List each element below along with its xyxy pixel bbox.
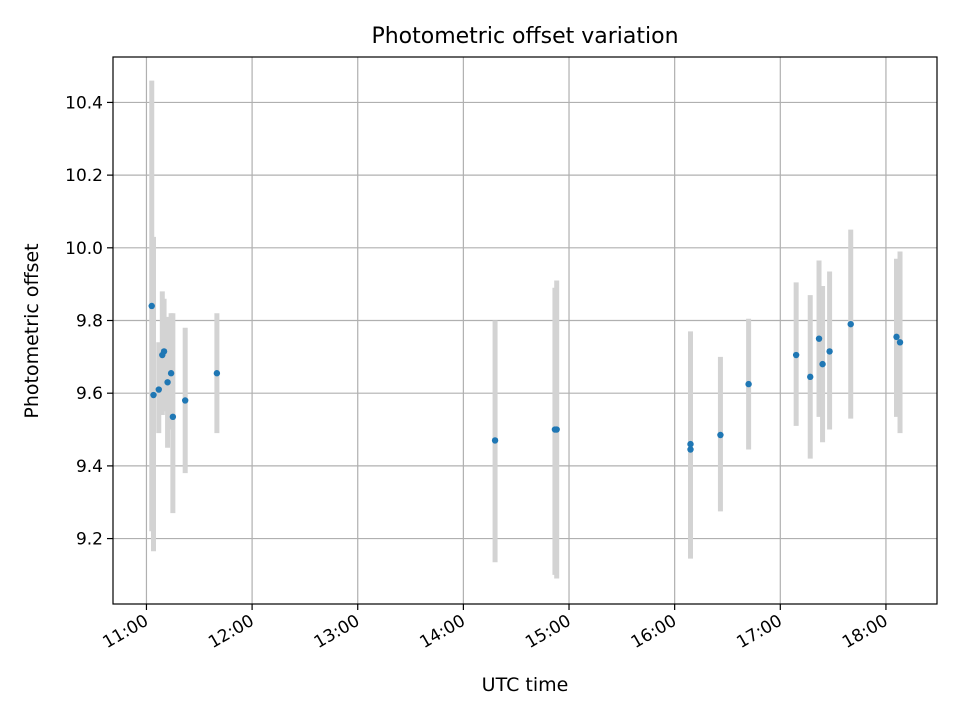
data-point: [792, 351, 800, 359]
data-point: [717, 431, 724, 439]
data-point: [150, 391, 157, 399]
x-axis-label: UTC time: [482, 674, 569, 696]
y-tick-label: 10.0: [65, 239, 103, 259]
data-point: [160, 348, 168, 355]
y-tick-label: 9.8: [76, 312, 103, 332]
y-tick-label: 9.6: [76, 384, 103, 404]
data-point: [745, 380, 752, 388]
data-point: [847, 320, 854, 328]
y-tick-label: 9.2: [76, 530, 103, 550]
data-points: [148, 302, 904, 453]
y-tick-label: 10.2: [65, 166, 103, 186]
grid: [113, 57, 937, 604]
data-point: [155, 386, 162, 393]
data-point: [815, 335, 823, 342]
data-point: [819, 360, 826, 368]
data-point: [687, 440, 694, 448]
data-point: [491, 437, 499, 444]
y-tick-label: 10.4: [65, 93, 103, 113]
plot-frame: [112, 56, 938, 605]
data-point: [169, 413, 177, 421]
data-point: [164, 379, 171, 386]
y-axis-label: Photometric offset: [21, 243, 43, 418]
data-point: [687, 446, 694, 453]
data-point: [553, 426, 560, 433]
data-point: [167, 370, 175, 377]
data-point: [213, 370, 221, 377]
y-tick-label: 9.4: [76, 457, 103, 477]
data-point: [826, 348, 833, 355]
data-point: [181, 397, 189, 404]
data-point: [893, 333, 900, 341]
y-axis-ticks: 9.2 9.4 9.6 9.8 10.0 10.2 10.4: [65, 93, 113, 550]
data-point: [896, 339, 904, 346]
chart-title: Photometric offset variation: [371, 24, 678, 49]
data-point: [148, 302, 155, 310]
data-point: [807, 373, 814, 381]
